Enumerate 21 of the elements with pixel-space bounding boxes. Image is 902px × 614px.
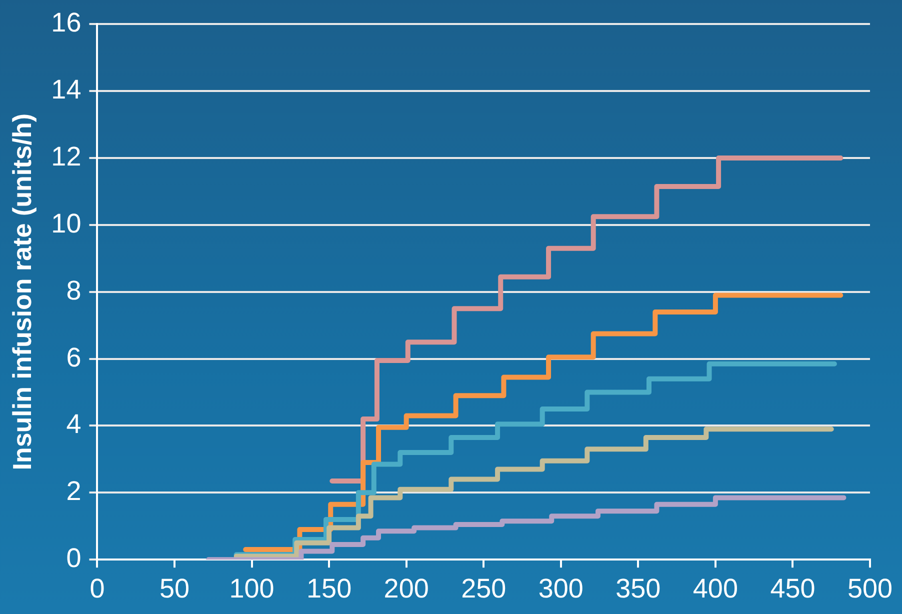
y-tick-label: 14 [51, 74, 82, 105]
y-tick-label: 0 [66, 543, 82, 574]
y-tick-label: 2 [66, 476, 82, 506]
x-tick-label: 150 [306, 573, 352, 604]
y-axis-title: Insulin infusion rate (units/h) [6, 114, 37, 470]
y-tick-label: 12 [51, 142, 82, 172]
y-tick-label: 4 [66, 409, 82, 440]
x-tick-label: 100 [229, 573, 274, 604]
x-tick-label: 350 [616, 573, 661, 604]
x-tick-label: 250 [461, 573, 506, 604]
y-tick-label: 8 [66, 275, 82, 306]
x-tick-label: 400 [692, 573, 738, 604]
x-tick-label: 50 [159, 573, 190, 604]
x-tick-label: 300 [538, 573, 584, 604]
y-tick-label: 16 [51, 8, 82, 38]
x-tick-label: 450 [770, 573, 816, 604]
x-tick-label: 0 [90, 573, 105, 604]
x-tick-label: 500 [847, 573, 893, 604]
y-tick-label: 6 [66, 342, 82, 372]
y-tick-label: 10 [51, 208, 82, 238]
x-tick-label: 200 [384, 573, 429, 604]
